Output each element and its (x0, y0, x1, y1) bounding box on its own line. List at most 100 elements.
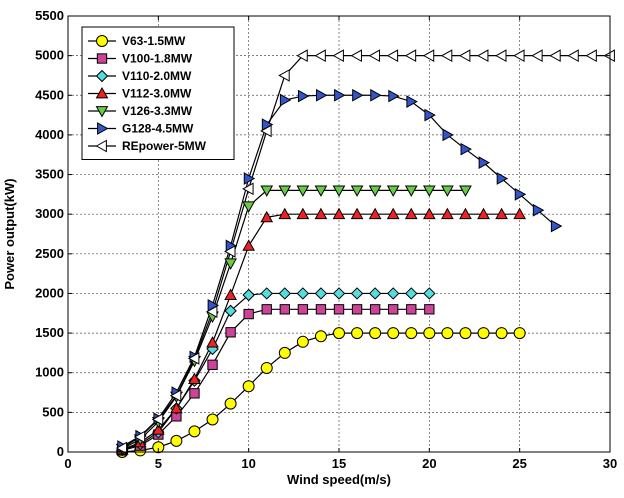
data-point-series-6 (115, 441, 128, 455)
x-tick-label: 0 (64, 456, 71, 471)
x-tick-label: 15 (332, 456, 346, 471)
axis-ticks: 0 5 10 15 20 25 30 0 500 1000 1500 2000 2500 3000 3500… (35, 8, 617, 471)
data-point-series-6 (404, 49, 417, 62)
data-point-series-5 (424, 108, 436, 122)
y-axis-label: Power output(kW) (2, 178, 17, 289)
data-point-series-6 (549, 49, 561, 62)
data-point-series-1 (369, 304, 381, 315)
data-point-series-0 (206, 413, 219, 426)
y-tick-label: 5500 (35, 8, 64, 23)
data-point-series-5 (352, 88, 364, 102)
legend-label: V110-2.0MW (122, 69, 192, 83)
data-point-series-0 (188, 425, 201, 438)
legend-marker (96, 35, 108, 47)
data-point-series-6 (513, 49, 525, 62)
data-point-series-5 (514, 188, 527, 201)
data-point-series-0 (296, 335, 309, 348)
legend-marker (95, 69, 109, 83)
data-point-series-5 (279, 93, 292, 107)
data-point-series-3 (332, 207, 346, 220)
data-point-series-3 (404, 207, 418, 220)
data-point-series-0 (369, 327, 382, 340)
legend-marker (95, 139, 107, 153)
data-point-series-6 (187, 352, 200, 365)
y-tick-label: 1500 (35, 325, 64, 340)
data-point-series-3 (441, 207, 454, 220)
y-tick-label: 3000 (35, 206, 64, 221)
data-point-series-0 (314, 330, 327, 343)
data-point-series-1 (315, 304, 327, 315)
data-point-series-6 (422, 49, 435, 62)
data-point-series-4 (260, 185, 274, 197)
data-point-series-0 (260, 361, 273, 374)
data-point-series-4 (224, 258, 237, 270)
data-point-series-6 (224, 245, 236, 258)
data-point-series-5 (370, 88, 382, 102)
y-tick-label: 5000 (35, 48, 64, 63)
x-tick-label: 20 (422, 456, 436, 471)
data-point-series-2 (278, 287, 292, 300)
data-point-series-0 (278, 346, 291, 359)
x-tick-label: 5 (155, 456, 162, 471)
data-point-series-3 (350, 207, 364, 220)
data-point-series-6 (495, 49, 507, 62)
data-point-series-3 (314, 207, 328, 220)
data-point-series-3 (224, 288, 237, 300)
data-point-series-6 (332, 49, 344, 62)
legend-marker (97, 122, 109, 135)
data-point-series-0 (242, 380, 255, 393)
data-point-series-3 (242, 239, 256, 251)
data-point-series-0 (387, 327, 400, 340)
data-point-series-1 (424, 304, 435, 315)
data-point-series-6 (440, 49, 453, 62)
data-point-series-5 (478, 156, 491, 170)
data-point-series-0 (495, 327, 508, 340)
data-point-series-5 (316, 88, 328, 102)
data-point-series-0 (441, 327, 454, 340)
data-point-series-5 (406, 95, 418, 108)
data-point-series-2 (314, 287, 328, 300)
data-point-series-0 (423, 327, 436, 340)
data-point-series-2 (296, 287, 310, 300)
data-point-series-0 (459, 327, 472, 340)
data-point-series-3 (422, 207, 436, 220)
data-point-series-1 (243, 308, 254, 320)
data-point-series-4 (386, 185, 400, 197)
data-point-series-5 (496, 172, 509, 185)
data-point-series-2 (242, 288, 255, 302)
data-point-series-1 (279, 304, 290, 315)
data-point-series-1 (189, 388, 200, 399)
data-point-series-3 (296, 207, 310, 220)
y-tick-label: 3500 (35, 167, 64, 182)
y-tick-label: 2500 (35, 246, 64, 261)
data-point-series-2 (350, 287, 364, 300)
data-point-series-2 (405, 287, 418, 300)
data-point-series-5 (297, 89, 310, 103)
data-point-series-6 (151, 413, 164, 426)
series-line-6 (121, 55, 610, 449)
data-point-series-3 (477, 207, 490, 220)
data-point-series-2 (332, 287, 346, 300)
data-point-series-6 (169, 389, 182, 403)
data-point-series-6 (368, 49, 381, 62)
data-point-series-4 (332, 185, 346, 197)
data-point-series-6 (314, 49, 326, 62)
data-point-series-2 (260, 287, 273, 300)
data-point-series-1 (351, 304, 363, 315)
data-point-series-3 (495, 207, 508, 220)
data-point-series-0 (405, 327, 418, 340)
data-point-series-6 (585, 49, 597, 62)
data-point-series-6 (260, 124, 272, 138)
data-point-series-0 (513, 327, 526, 340)
legend-label: V126-3.3MW (122, 104, 193, 118)
legend-label: REpower-5MW (122, 139, 207, 153)
data-point-series-0 (351, 327, 364, 340)
data-point-series-0 (152, 441, 165, 454)
legend-label: G128-4.5MW (122, 122, 194, 136)
data-point-series-3 (459, 207, 472, 220)
legend-marker (95, 106, 109, 118)
series-markers (115, 49, 615, 458)
data-point-series-6 (458, 49, 471, 62)
legend-label: V100-1.8MW (122, 52, 193, 66)
